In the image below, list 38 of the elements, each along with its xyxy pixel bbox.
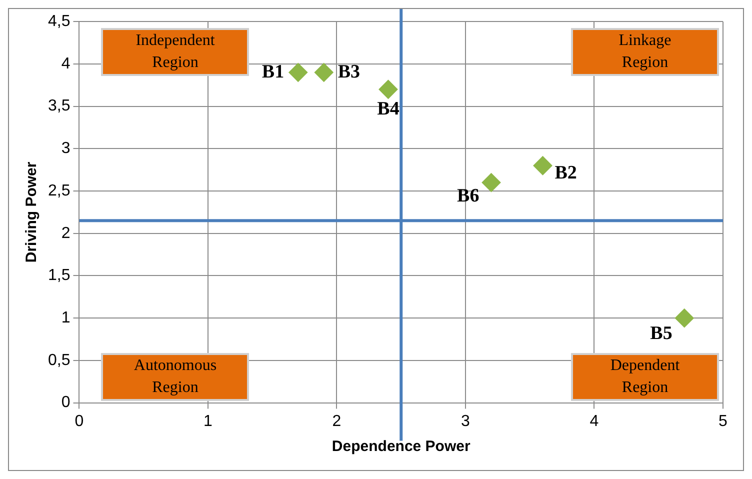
y-tick-label: 2,5 <box>48 182 70 200</box>
x-tick-label: 0 <box>74 412 84 430</box>
point <box>674 308 694 328</box>
y-tick-label: 1,5 <box>48 267 70 284</box>
annotation: Dependent Region <box>609 356 681 398</box>
annotation: B1 <box>262 61 284 82</box>
point <box>533 156 552 176</box>
point <box>314 62 334 82</box>
y-tick-label: 4,5 <box>48 13 70 30</box>
annotation: B6 <box>457 185 480 206</box>
x-tick-label: 5 <box>718 412 728 430</box>
y-tick-label: 1 <box>61 309 70 326</box>
y-tick-label: 2 <box>61 224 70 242</box>
x-tick-label: 4 <box>590 412 599 430</box>
text-box: Autonomous Region <box>101 352 250 401</box>
annotation: B3 <box>338 61 360 82</box>
x-tick-label: 1 <box>204 412 213 430</box>
y-axis-title: Driving Power <box>23 162 40 263</box>
text-box: Linkage Region <box>571 28 719 76</box>
annotation: B2 <box>554 162 577 184</box>
annotation: B5 <box>650 322 672 344</box>
y-tick-label: 0,5 <box>48 352 70 369</box>
x-tick-label: 2 <box>332 412 342 430</box>
point <box>288 62 308 82</box>
x-tick-label: 3 <box>461 412 470 430</box>
y-tick-label: 3 <box>61 140 70 158</box>
y-tick-label: 0 <box>61 394 70 412</box>
annotation: Autonomous Region <box>132 356 218 398</box>
annotation: Independent Region <box>134 30 216 73</box>
point <box>378 80 398 99</box>
y-tick-label: 3,5 <box>48 98 70 115</box>
text-box: Independent Region <box>101 28 250 76</box>
text-box: Dependent Region <box>571 352 719 401</box>
annotation: Linkage Region <box>618 30 672 73</box>
annotation: B4 <box>377 98 400 120</box>
x-axis-title: Dependence Power <box>332 438 470 456</box>
y-tick-label: 4 <box>61 55 70 72</box>
point <box>482 173 501 192</box>
